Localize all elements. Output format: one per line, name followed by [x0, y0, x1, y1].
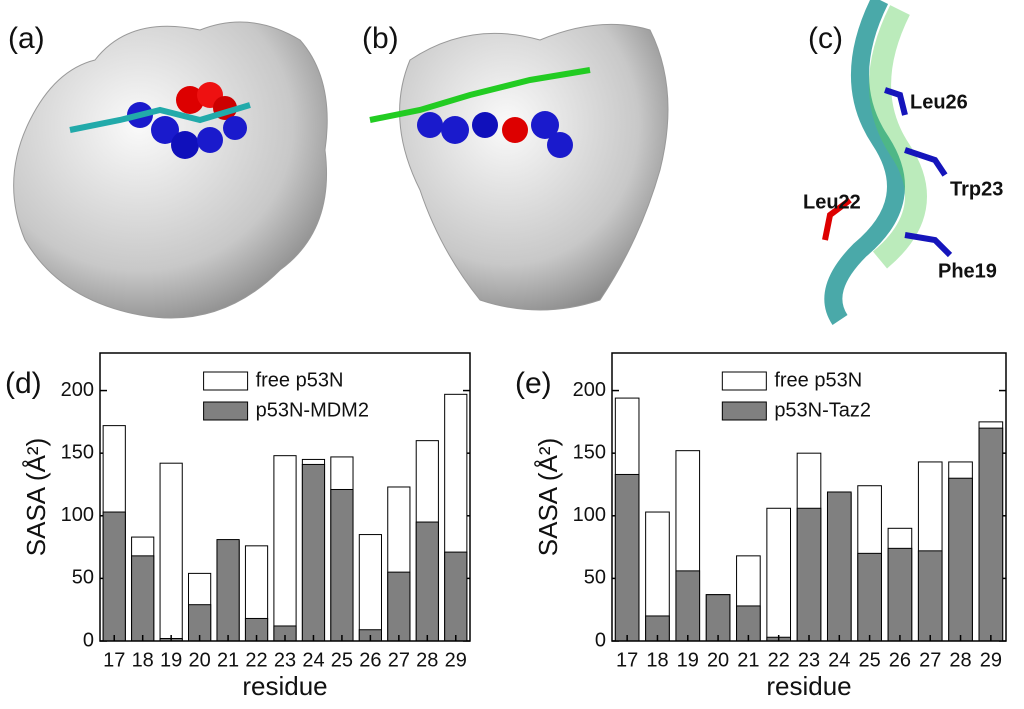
- y-tick-label: 200: [573, 379, 606, 401]
- protein-image-b: [369, 23, 669, 311]
- legend-label: p53N-Taz2: [774, 399, 871, 421]
- helix-image-c: [822, 0, 953, 325]
- panel-label: (b): [362, 22, 399, 55]
- bar: [978, 427, 1004, 642]
- bar: [415, 521, 439, 642]
- x-tick-label: 19: [677, 649, 699, 671]
- plot-frame: [99, 352, 471, 642]
- x-tick-label: 20: [188, 649, 210, 671]
- bar: [796, 507, 822, 642]
- x-tick-label: 22: [245, 649, 267, 671]
- residue-annotation: Trp23: [950, 178, 1003, 200]
- bar: [444, 551, 468, 642]
- x-axis-label: residue: [766, 671, 851, 701]
- bar: [330, 488, 354, 642]
- residue-annotation: Phe19: [938, 260, 997, 282]
- y-tick-label: 0: [83, 629, 94, 651]
- bar: [887, 547, 913, 642]
- y-tick-label: 50: [72, 567, 94, 589]
- bar: [614, 473, 640, 642]
- legend-label: p53N-MDM2: [256, 399, 369, 421]
- bar: [826, 491, 852, 642]
- x-tick-label: 24: [302, 649, 324, 671]
- legend-swatch: [721, 401, 767, 421]
- x-tick-label: 17: [616, 649, 638, 671]
- bar: [857, 552, 882, 642]
- legend-swatch: [203, 371, 249, 391]
- panel-label: (d): [5, 367, 42, 400]
- bar: [948, 477, 973, 642]
- x-tick-label: 20: [707, 649, 729, 671]
- protein-image-a: [13, 21, 328, 319]
- x-tick-label: 18: [132, 649, 154, 671]
- plot-frame: [611, 352, 1007, 642]
- x-tick-label: 24: [828, 649, 850, 671]
- bar: [675, 570, 701, 642]
- x-tick-label: 27: [919, 649, 941, 671]
- x-tick-label: 18: [646, 649, 668, 671]
- x-tick-label: 27: [388, 649, 410, 671]
- bar: [131, 555, 155, 642]
- y-axis-label: SASA (Å²): [21, 438, 51, 556]
- residue-annotation: Leu22: [803, 191, 861, 213]
- bar: [917, 550, 943, 642]
- y-tick-label: 0: [595, 629, 606, 651]
- x-tick-label: 29: [445, 649, 467, 671]
- bar: [159, 462, 183, 642]
- x-tick-label: 28: [949, 649, 971, 671]
- x-tick-label: 22: [768, 649, 790, 671]
- bar: [705, 594, 731, 642]
- y-tick-label: 50: [584, 567, 606, 589]
- legend-label: free p53N: [774, 369, 862, 391]
- y-axis-label: SASA (Å²): [533, 438, 563, 556]
- bar: [102, 511, 126, 642]
- bar: [387, 571, 411, 642]
- bar: [216, 539, 240, 642]
- x-tick-label: 17: [103, 649, 125, 671]
- y-tick-label: 150: [573, 441, 606, 463]
- panel-label: (c): [808, 22, 843, 55]
- x-tick-label: 26: [359, 649, 381, 671]
- legend-swatch: [721, 371, 767, 391]
- panel-label: (e): [515, 367, 552, 400]
- x-tick-label: 29: [980, 649, 1002, 671]
- bar: [273, 455, 297, 642]
- y-tick-label: 150: [61, 441, 94, 463]
- x-tick-label: 23: [798, 649, 820, 671]
- y-tick-label: 200: [61, 379, 94, 401]
- bar: [301, 463, 326, 642]
- y-tick-label: 100: [61, 504, 94, 526]
- x-tick-label: 19: [160, 649, 182, 671]
- x-tick-label: 28: [416, 649, 438, 671]
- legend-swatch: [203, 401, 249, 421]
- x-tick-label: 25: [331, 649, 353, 671]
- x-tick-label: 26: [889, 649, 911, 671]
- x-axis-label: residue: [242, 671, 327, 701]
- x-tick-label: 25: [858, 649, 880, 671]
- x-tick-label: 21: [217, 649, 239, 671]
- bar: [766, 507, 792, 642]
- residue-annotation: Leu26: [910, 91, 968, 113]
- x-tick-label: 21: [737, 649, 759, 671]
- legend-label: free p53N: [256, 369, 344, 391]
- y-tick-label: 100: [573, 504, 606, 526]
- panel-label: (a): [8, 22, 45, 55]
- x-tick-label: 23: [274, 649, 296, 671]
- bar: [358, 534, 382, 642]
